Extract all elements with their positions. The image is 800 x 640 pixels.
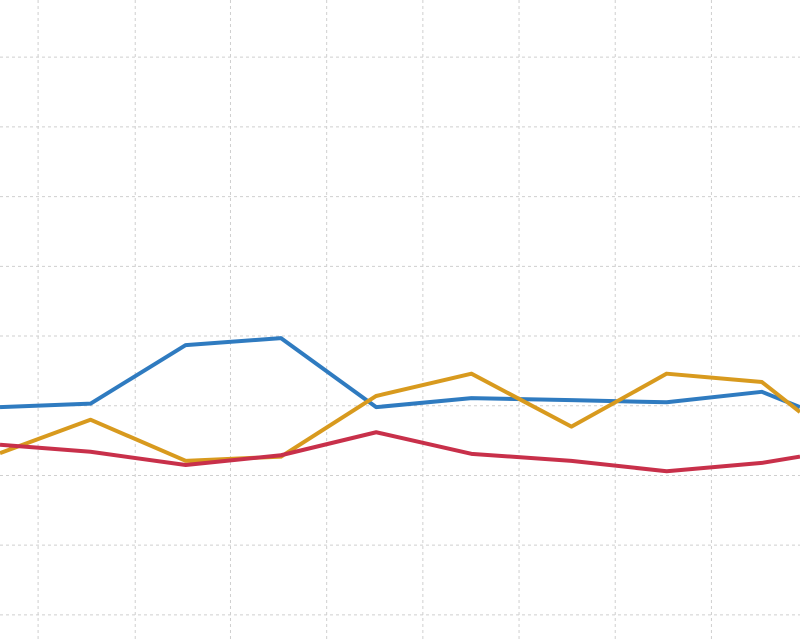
- series-line: [0, 430, 800, 474]
- series-line: [0, 371, 800, 463]
- series-line: [0, 336, 800, 410]
